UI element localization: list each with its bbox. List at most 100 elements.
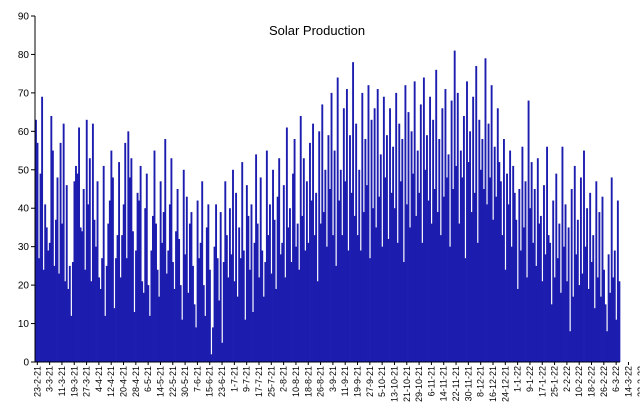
bar <box>459 150 462 362</box>
bar <box>409 227 411 362</box>
bar <box>487 123 490 362</box>
x-tick-label: 15-6-21 <box>205 366 215 397</box>
bar <box>227 277 230 362</box>
bar <box>312 123 314 362</box>
bar <box>287 227 290 362</box>
bar <box>404 85 407 362</box>
bar <box>65 185 68 362</box>
bars-group <box>35 50 621 363</box>
bar <box>376 89 379 362</box>
bar <box>382 96 385 362</box>
bar <box>296 223 299 362</box>
bar <box>509 150 512 362</box>
bar <box>610 177 613 362</box>
bar <box>39 173 42 362</box>
x-tick-label: 14-3-22 <box>623 366 633 397</box>
bar <box>41 96 44 362</box>
bar <box>549 242 552 362</box>
bar <box>81 231 84 362</box>
bar <box>563 246 565 362</box>
bar <box>526 277 528 362</box>
bar <box>239 258 242 362</box>
bar <box>492 219 495 362</box>
bar <box>108 200 111 362</box>
bar <box>439 235 442 362</box>
bar <box>193 304 196 362</box>
bar <box>105 265 108 362</box>
bar <box>252 312 254 362</box>
bar <box>335 265 338 362</box>
bar <box>606 331 609 362</box>
bar <box>235 192 238 362</box>
bar <box>96 181 99 362</box>
bar <box>578 285 581 362</box>
bar <box>261 250 264 362</box>
bar <box>612 277 615 362</box>
bar <box>458 223 461 362</box>
bar <box>604 304 607 362</box>
bar <box>446 177 448 362</box>
bar <box>430 223 433 362</box>
bar <box>470 212 473 362</box>
bar <box>524 181 527 362</box>
x-tick-label: 14-11-21 <box>439 366 449 401</box>
bar <box>352 62 355 362</box>
bar <box>318 131 321 362</box>
x-tick-label: 17-7-21 <box>254 366 264 397</box>
bar <box>198 258 201 362</box>
x-tick-label: 5-10-21 <box>377 366 387 397</box>
bar <box>426 135 428 362</box>
bar <box>367 85 370 362</box>
bar <box>236 296 239 362</box>
bar <box>345 89 348 362</box>
y-axis: 0 10 20 30 40 50 60 70 80 90 <box>18 12 36 369</box>
bar <box>476 242 479 362</box>
bar <box>304 250 307 362</box>
bar <box>569 331 572 362</box>
bar <box>207 204 210 362</box>
bar <box>350 192 353 362</box>
bar <box>356 235 359 362</box>
bar <box>155 223 157 362</box>
x-tick-label: 11-3-21 <box>57 366 67 396</box>
bar <box>386 135 388 362</box>
bar <box>278 158 281 362</box>
bar <box>467 162 470 362</box>
bar <box>279 254 282 362</box>
bar <box>152 215 154 362</box>
bar <box>416 150 419 362</box>
bar <box>392 146 395 362</box>
bar <box>325 246 328 362</box>
bar <box>139 165 142 362</box>
x-tick-label: 18-8-21 <box>303 366 313 397</box>
bar <box>398 123 401 362</box>
bar <box>547 235 550 362</box>
bar <box>218 300 221 362</box>
x-tick-label: 19-3-21 <box>69 366 79 397</box>
bar <box>230 254 233 362</box>
bar <box>104 315 107 362</box>
bar <box>142 292 145 362</box>
bar <box>504 269 507 362</box>
bar <box>603 269 605 362</box>
bar <box>247 215 250 362</box>
bar <box>259 177 262 362</box>
x-tick-label: 18-2-22 <box>587 366 597 397</box>
bar <box>159 181 162 362</box>
bar <box>185 196 188 362</box>
bar <box>55 219 57 362</box>
bar <box>284 277 287 362</box>
bar <box>536 158 539 362</box>
bar <box>188 223 191 362</box>
bar <box>324 169 327 362</box>
bar <box>205 227 208 362</box>
x-tick-label: 10-2-22 <box>574 366 584 397</box>
x-tick-label: 10-8-21 <box>291 366 301 397</box>
bar <box>390 192 393 362</box>
bar <box>499 181 502 362</box>
bar <box>365 185 368 362</box>
bar <box>510 246 513 362</box>
bar <box>396 242 399 362</box>
bar <box>512 165 515 362</box>
bar <box>596 277 599 362</box>
